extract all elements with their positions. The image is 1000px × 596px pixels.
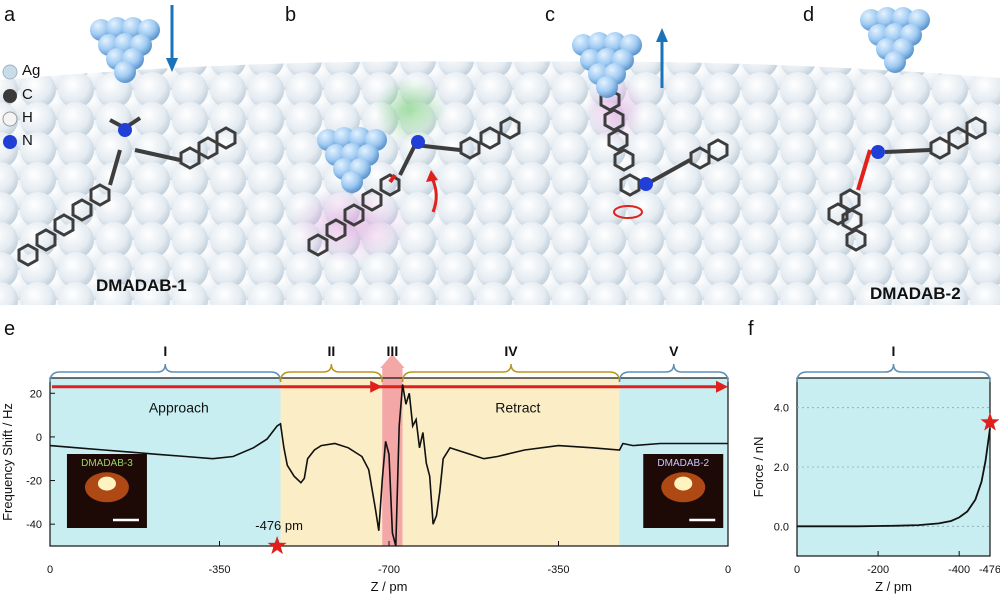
panel-label-b: b	[285, 4, 297, 26]
panel-label-a: a	[4, 4, 16, 26]
y-axis-label-e: Frequency Shift / Hz	[0, 403, 15, 521]
molecule-dmadab-2	[827, 116, 987, 252]
ytick-label-f: 2.0	[774, 462, 789, 474]
molecule-label-dmadab-2: DMADAB-2	[870, 284, 961, 303]
y-axis-label-f: Force / nN	[751, 437, 766, 498]
force-chart: I 0.0 2.0 4.0 0 -200 -400 -476 Z / pm Force / nN	[751, 343, 1000, 594]
min-position-star	[267, 536, 287, 555]
retract-label: Retract	[495, 400, 540, 416]
ytick-label-e: -20	[26, 476, 42, 488]
xtick-label-f: -476	[979, 564, 1000, 576]
brace-I	[49, 363, 282, 383]
stm-inset-bright	[674, 476, 693, 491]
xtick-label-e: -350	[208, 564, 230, 576]
x-axis-label-e: Z / pm	[371, 579, 408, 594]
arrow-head-right	[716, 380, 728, 393]
ytick-label-e: 20	[30, 388, 42, 400]
legend-label-ag: Ag	[22, 62, 41, 79]
region-label-I: I	[163, 343, 167, 359]
brace-V	[618, 363, 729, 383]
approach-label: Approach	[149, 400, 209, 416]
frequency-shift-line	[49, 384, 728, 547]
stm-inset-bright	[97, 476, 116, 491]
atom-legend	[2, 64, 18, 149]
ytick-label-f: 4.0	[774, 403, 789, 415]
brace-I-f	[796, 363, 991, 383]
legend-label-n: N	[22, 132, 33, 149]
panel-label-e: e	[4, 318, 16, 340]
arrow-head-mid	[370, 380, 383, 393]
xtick-label-e: -350	[547, 564, 569, 576]
stm-inset-label-right: DMADAB-2	[657, 458, 709, 469]
rotation-arrow-b	[430, 177, 438, 213]
region-label-V: V	[669, 343, 679, 359]
min-position-label: -476 pm	[255, 518, 303, 533]
region-IV	[402, 378, 620, 546]
xtick-label-f: -200	[867, 564, 889, 576]
panel-label-d: d	[803, 4, 815, 26]
region-label-I-f: I	[892, 343, 896, 359]
brace-IV	[401, 363, 621, 383]
xtick-label-f: -400	[948, 564, 970, 576]
region-III-arrowhead	[380, 354, 405, 368]
ytick-label-f: 0.0	[774, 521, 789, 533]
force-max-star	[980, 412, 1000, 431]
region-label-II: II	[327, 343, 335, 359]
stm-inset-label-left: DMADAB-3	[81, 458, 133, 469]
legend-label-h: H	[22, 109, 33, 126]
panel-label-f: f	[748, 318, 754, 340]
region-III-extension	[382, 368, 403, 378]
molecule-label-dmadab-1: DMADAB-1	[96, 276, 187, 295]
molecule-b	[307, 116, 521, 257]
brace-II	[279, 363, 383, 383]
silver-surface	[0, 61, 1000, 306]
region-label-IV: IV	[504, 343, 518, 359]
xtick-label-e: 0	[725, 564, 731, 576]
adsorption-rendering	[0, 5, 1000, 306]
molecule-dmadab-1	[17, 116, 237, 267]
force-line	[797, 428, 991, 528]
ytick-label-e: -40	[26, 519, 42, 531]
x-axis-label-f: Z / pm	[875, 579, 912, 594]
legend-label-c: C	[22, 86, 33, 103]
xtick-label-e: 0	[47, 564, 53, 576]
region-label-III: III	[387, 343, 399, 359]
tip-cluster-d	[860, 7, 930, 73]
xtick-label-e: -700	[378, 564, 400, 576]
ytick-label-e: 0	[36, 432, 42, 444]
panel-label-c: c	[545, 4, 555, 26]
molecule-c	[599, 88, 729, 219]
xtick-label-f: 0	[794, 564, 800, 576]
